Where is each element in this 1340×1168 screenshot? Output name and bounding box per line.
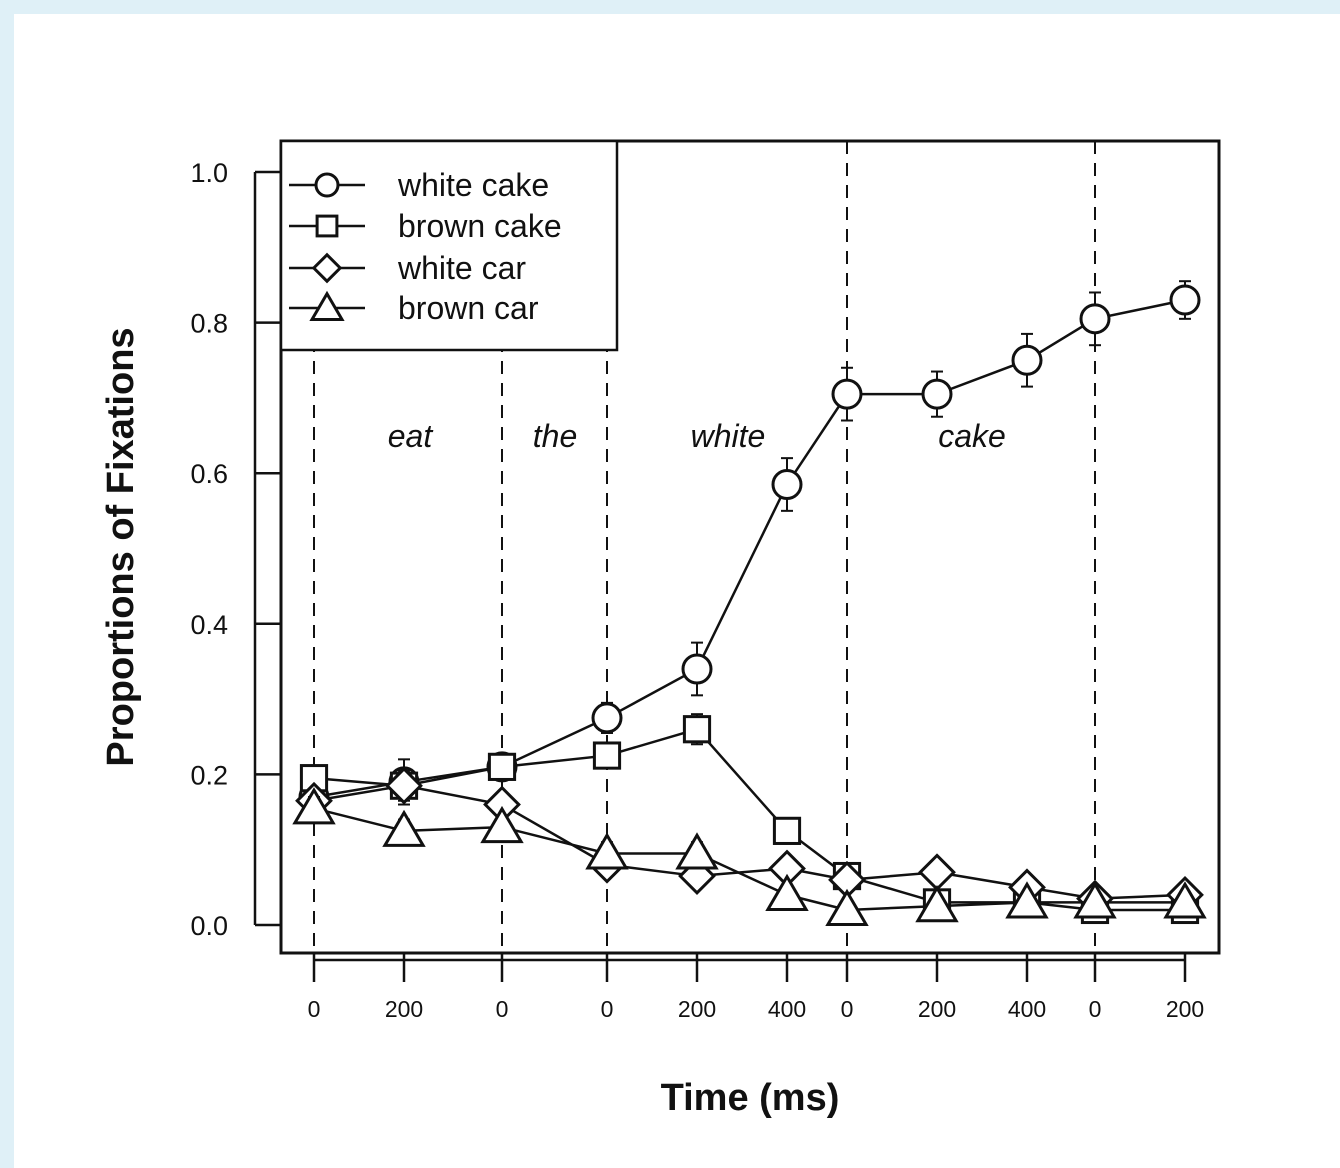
data-point-brown-car bbox=[480, 805, 524, 844]
series-white-car bbox=[295, 766, 1204, 918]
legend-marker-diamond bbox=[311, 252, 343, 284]
x-tick-label: 0 bbox=[308, 996, 321, 1022]
data-point-brown-car bbox=[585, 832, 629, 870]
legend-marker-triangle bbox=[309, 290, 345, 321]
y-tick-label: 1.0 bbox=[190, 158, 228, 188]
legend-marker-circle bbox=[314, 172, 340, 198]
data-point-white-cake bbox=[1169, 284, 1201, 316]
data-point-brown-car bbox=[915, 884, 959, 923]
x-axis-title: Time (ms) bbox=[661, 1077, 840, 1119]
data-point-brown-car bbox=[825, 888, 869, 926]
legend-label: white cake bbox=[397, 167, 549, 203]
data-point-brown-cake bbox=[592, 741, 622, 770]
data-point-brown-car bbox=[292, 787, 336, 825]
legend-label: white car bbox=[397, 250, 526, 286]
data-point-white-cake bbox=[591, 702, 623, 734]
y-tick-label: 0.0 bbox=[190, 911, 228, 941]
data-point-white-car bbox=[918, 853, 956, 892]
region-label-cake: cake bbox=[938, 418, 1006, 454]
data-point-brown-car bbox=[1073, 881, 1117, 919]
x-tick-label: 0 bbox=[1089, 996, 1102, 1022]
data-point-brown-cake bbox=[772, 816, 802, 845]
data-point-white-cake bbox=[831, 378, 863, 410]
data-point-white-cake bbox=[1011, 344, 1043, 376]
x-tick-label: 200 bbox=[385, 996, 423, 1022]
legend-marker-square bbox=[315, 214, 339, 238]
legend: white cake brown cake white car brown car bbox=[279, 139, 619, 352]
x-tick-label: 200 bbox=[678, 996, 716, 1022]
x-tick-label: 200 bbox=[918, 996, 956, 1022]
series-brown-cake bbox=[299, 713, 1200, 925]
series-line-brown-cake bbox=[313, 727, 1185, 912]
data-point-brown-cake bbox=[682, 715, 712, 744]
x-tick-label: 0 bbox=[601, 996, 614, 1022]
series-line-brown-car bbox=[313, 807, 1185, 912]
data-point-white-cake bbox=[921, 378, 953, 410]
data-point-brown-cake bbox=[487, 752, 517, 781]
x-tick-label: 0 bbox=[841, 996, 854, 1022]
y-tick-label: 0.8 bbox=[190, 309, 228, 339]
x-tick-label: 0 bbox=[496, 996, 509, 1022]
data-point-brown-car bbox=[765, 873, 809, 911]
data-point-brown-car bbox=[382, 809, 426, 847]
y-tick-label: 0.6 bbox=[190, 459, 228, 489]
legend-item-brown-cake: brown cake bbox=[289, 208, 562, 244]
y-tick-label: 0.2 bbox=[190, 760, 228, 790]
region-label-white: white bbox=[691, 418, 766, 454]
legend-item-white-car: white car bbox=[289, 250, 526, 286]
legend-label: brown cake bbox=[398, 208, 562, 244]
data-point-white-cake bbox=[771, 468, 803, 500]
series-line-white-car bbox=[313, 784, 1186, 900]
x-tick-label: 200 bbox=[1166, 996, 1204, 1022]
data-point-brown-car bbox=[675, 832, 719, 870]
data-point-white-car bbox=[385, 766, 423, 805]
data-point-white-cake bbox=[681, 653, 713, 685]
legend-label: brown car bbox=[398, 290, 539, 326]
data-point-brown-car bbox=[1163, 881, 1207, 919]
series-white-cake bbox=[298, 280, 1201, 813]
data-point-brown-car bbox=[1005, 881, 1049, 919]
y-axis-title: Proportions of Fixations bbox=[100, 327, 142, 766]
x-tick-label: 400 bbox=[1008, 996, 1046, 1022]
series-brown-car bbox=[292, 787, 1207, 926]
x-tick-label: 400 bbox=[768, 996, 806, 1022]
figure-card bbox=[14, 14, 1340, 1168]
legend-item-white-cake: white cake bbox=[289, 167, 549, 203]
data-point-white-cake bbox=[1079, 303, 1111, 335]
legend-item-brown-car: brown car bbox=[289, 290, 539, 326]
series-line-white-cake bbox=[313, 298, 1186, 799]
plot-frame bbox=[279, 139, 1221, 955]
region-label-eat: eat bbox=[388, 418, 434, 454]
y-tick-label: 0.4 bbox=[190, 610, 228, 640]
region-label-the: the bbox=[533, 418, 577, 454]
